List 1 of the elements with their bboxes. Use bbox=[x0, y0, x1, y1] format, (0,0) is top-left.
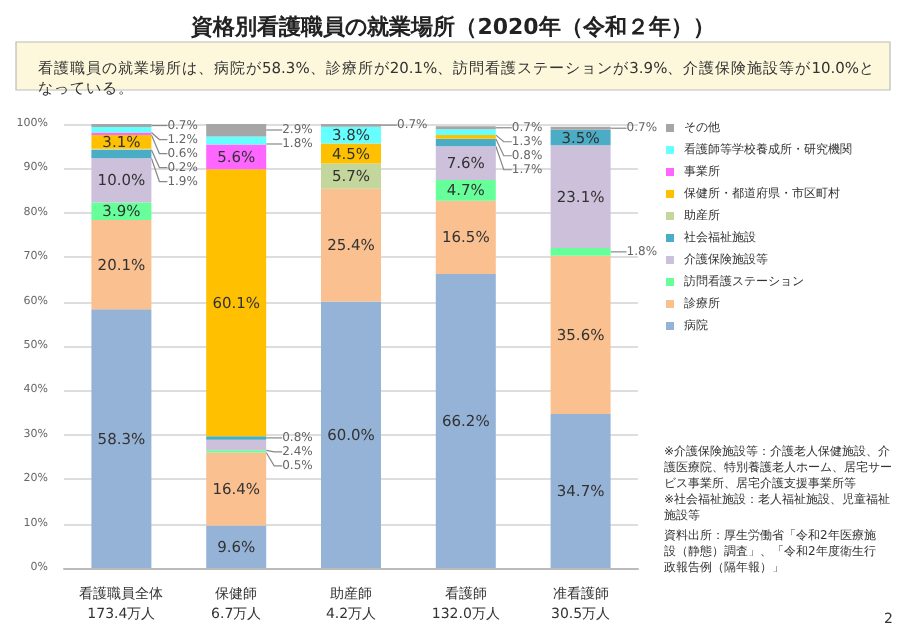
chart-title: 資格別看護職員の就業場所（2020年（令和２年）） bbox=[189, 14, 715, 40]
